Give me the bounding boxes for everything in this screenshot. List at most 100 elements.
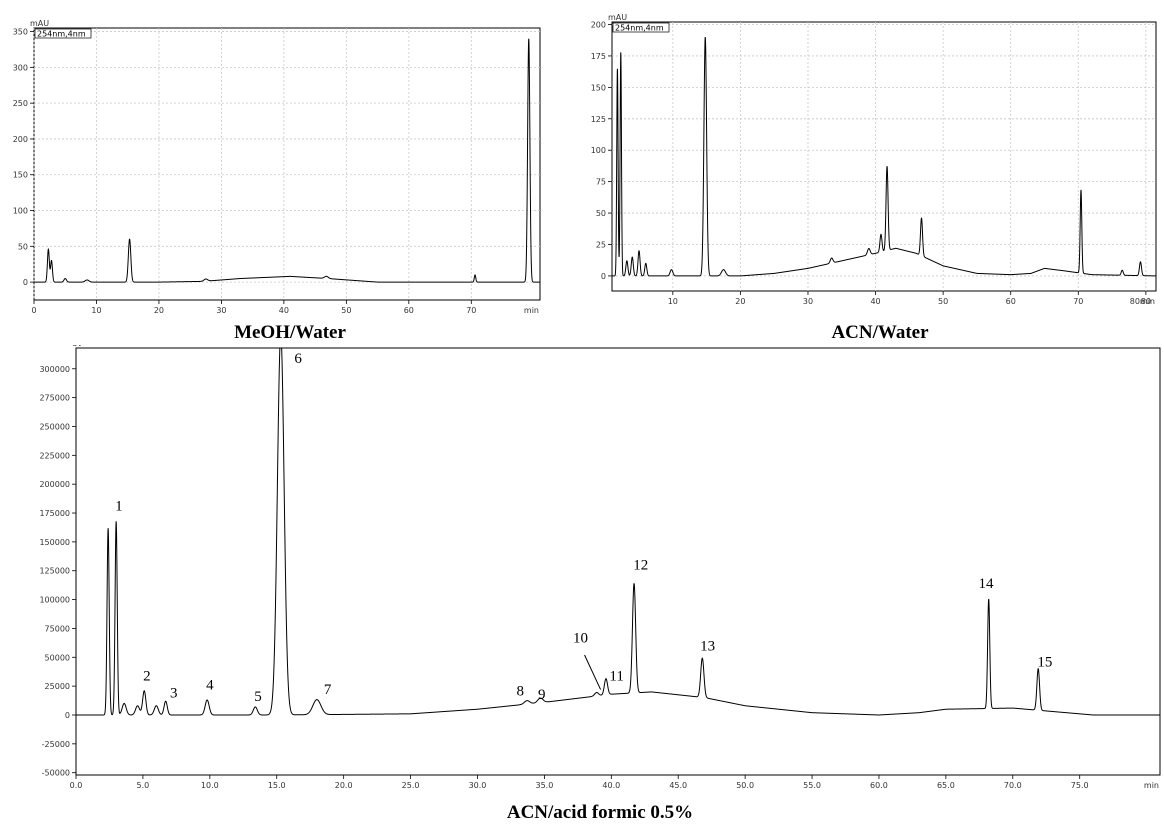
- acnw-ytick-label: 125: [591, 115, 606, 124]
- acnf-annotation-arrow: [584, 654, 602, 690]
- acnf-ytick-label: 225000: [39, 451, 70, 460]
- acnf-ytick-label: 250000: [39, 422, 70, 431]
- acnf-ytick-label: 175000: [39, 509, 70, 518]
- meoh-ytick-label: 0: [23, 278, 28, 287]
- meoh-xtick-label: 70: [466, 306, 476, 314]
- meoh-ytick-label: 200: [13, 135, 28, 144]
- meoh-channel-label: 254nm,4nm: [37, 30, 86, 39]
- acnw-ytick-label: 50: [596, 209, 606, 218]
- acnf-xtick-label: 5.0: [137, 781, 150, 790]
- acnf-ytick-label: 25000: [45, 682, 70, 691]
- acnf-ytick-label: 50000: [45, 653, 70, 662]
- acnf-peak-label: 11: [609, 668, 623, 684]
- acnf-ytick-label: -50000: [42, 769, 70, 778]
- caption-meoh-water: MeOH/Water: [234, 322, 346, 343]
- acnw-yaxis-unit: mAU: [608, 13, 627, 22]
- meoh-xtick-label: 50: [341, 306, 351, 314]
- acnf-peak-label: 8: [517, 683, 525, 699]
- acnf-xtick-label: 35.0: [535, 781, 553, 790]
- meoh-plot-frame: [33, 27, 541, 301]
- acnw-ytick-label: 75: [596, 178, 606, 187]
- acnf-peak-label: 7: [324, 682, 332, 698]
- acnw-channel-box: [612, 22, 670, 33]
- meoh-ytick-label: 300: [13, 63, 28, 72]
- chart-meoh-water-svg: 0 50 100 150 200 250 300 350 0 10 20 30 40 50 60 70 min m…: [13, 19, 541, 314]
- acnw-xtick-label: 10: [668, 297, 678, 306]
- acnf-xtick-label: 55.0: [803, 781, 821, 790]
- acnf-peak-label: 13: [700, 638, 715, 654]
- meoh-xaxis-unit: min: [524, 306, 539, 314]
- acnf-ytick-label: 200000: [39, 480, 70, 489]
- acnf-xtick-label: 20.0: [335, 781, 353, 790]
- acnf-xtick-label: 45.0: [669, 781, 687, 790]
- meoh-yaxis-unit: mAU: [30, 19, 49, 28]
- meoh-xtick-label: 60: [404, 306, 414, 314]
- acnf-xtick-label: 40.0: [602, 781, 620, 790]
- acnf-xtick-label: 50.0: [736, 781, 754, 790]
- acnf-peak-label: 3: [170, 686, 178, 702]
- acnw-ytick-label: 175: [591, 52, 606, 61]
- acnf-ytick-label: 300000: [39, 365, 70, 374]
- meoh-ytick-label: 250: [13, 99, 28, 108]
- meoh-xtick-label: 40: [279, 306, 289, 314]
- caption-acn-formic: ACN/acid formic 0.5%: [506, 802, 694, 823]
- chart-acn-water-svg: 0 25 50 75 100 125 150 175 200 10 20 30 40 50 60 70 8080…: [591, 13, 1157, 306]
- acnf-peak-label: 9: [538, 687, 546, 703]
- acnf-xtick-label: 25.0: [402, 781, 420, 790]
- meoh-ytick-label: 150: [13, 171, 28, 180]
- acnw-xtick-label: 60: [1006, 297, 1016, 306]
- meoh-trace-line: [34, 38, 540, 283]
- acnf-plot-frame: [75, 347, 1161, 776]
- acnw-xtick-label: 80: [1141, 297, 1151, 306]
- acnf-ytick-label: 275000: [39, 394, 70, 403]
- acnw-ytick-label: 150: [591, 83, 606, 92]
- acnf-peak-label: 6: [294, 351, 302, 367]
- acnf-yaxis-unit: uV: [72, 345, 83, 348]
- acnf-peak-label: 12: [633, 558, 648, 574]
- acnf-trace-line: [76, 348, 1160, 716]
- acnf-xtick-label: 30.0: [469, 781, 487, 790]
- acnf-xtick-label: 15.0: [268, 781, 286, 790]
- acnf-xtick-label: 10.0: [201, 781, 219, 790]
- acnf-xtick-label: 60.0: [870, 781, 888, 790]
- acnf-peak-label: 5: [254, 689, 262, 705]
- acnf-xtick-label: 65.0: [937, 781, 955, 790]
- acnw-ytick-label: 100: [591, 146, 606, 155]
- acnf-ytick-label: -25000: [42, 740, 70, 749]
- meoh-xtick-label: 20: [154, 306, 164, 314]
- acnw-trace-line: [612, 37, 1156, 277]
- acnw-ytick-label: 25: [596, 240, 606, 249]
- acnf-peak-label: 4: [206, 678, 214, 694]
- meoh-ytick-label: 50: [18, 242, 28, 251]
- acnf-peak-label: 10: [573, 630, 588, 646]
- acnf-ytick-label: 0: [65, 711, 70, 720]
- acnf-xtick-label: 0.0: [70, 781, 83, 790]
- acnw-xaxis-unit: 80min: [1130, 297, 1155, 306]
- acnw-xtick-label: 50: [938, 297, 948, 306]
- acnw-xtick-label: 70: [1073, 297, 1083, 306]
- meoh-channel-box: [34, 28, 92, 39]
- meoh-xtick-label: 0: [31, 306, 36, 314]
- acnf-ytick-label: 75000: [45, 624, 70, 633]
- caption-acn-water: ACN/Water: [831, 322, 929, 343]
- acnw-xtick-label: 20: [735, 297, 745, 306]
- acnw-ytick-label: 200: [591, 21, 606, 30]
- acnw-ytick-label: 0: [601, 272, 606, 281]
- acnf-peak-label: 1: [115, 499, 123, 515]
- acnf-xtick-label: 70.0: [1004, 781, 1022, 790]
- acnf-xaxis-unit: min: [1144, 781, 1159, 790]
- acnf-xtick-label: 75.0: [1071, 781, 1089, 790]
- meoh-xtick-label: 10: [91, 306, 101, 314]
- meoh-ytick-label: 100: [13, 207, 28, 216]
- acnf-ytick-label: 150000: [39, 538, 70, 547]
- meoh-ytick-label: 350: [13, 28, 28, 37]
- chart-meoh-water: 0 50 100 150 200 250 300 350 0 10 20 30 40 50 60 70 min m…: [0, 4, 560, 314]
- acnf-ytick-label: 100000: [39, 596, 70, 605]
- meoh-xtick-label: 30: [216, 306, 226, 314]
- acnf-ytick-label: 125000: [39, 567, 70, 576]
- chart-acn-formic-svg: -50000-250000250005000075000100000125000…: [39, 345, 1161, 790]
- chart-acn-formic: -50000 -25000 0 25000 50000 75000 100000 125000…: [0, 345, 1164, 797]
- chart-acn-water: 0 25 50 75 100 125 150 175 200 10 20 30 40 50 60 70 80 80…: [578, 4, 1164, 314]
- acnw-xtick-label: 30: [803, 297, 813, 306]
- acnw-channel-label: 254nm,4nm: [615, 24, 664, 33]
